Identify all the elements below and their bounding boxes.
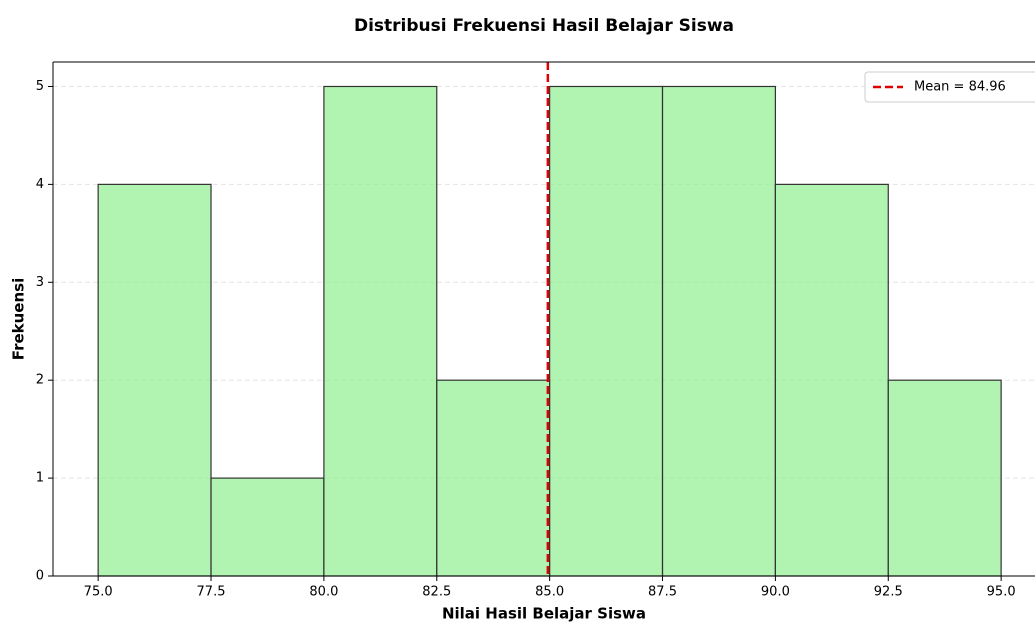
legend-box xyxy=(864,71,1035,103)
bar xyxy=(436,379,551,577)
y-tick-label: 2 xyxy=(36,373,44,388)
bar xyxy=(887,379,1002,577)
x-tick-label: 95.0 xyxy=(987,585,1016,600)
chart-title: Distribusi Frekuensi Hasil Belajar Siswa xyxy=(354,16,734,36)
y-axis-label: Frekuensi xyxy=(10,278,28,360)
x-tick-label: 87.5 xyxy=(648,585,677,600)
bar xyxy=(323,85,438,577)
bar xyxy=(210,477,325,577)
y-tick-label: 5 xyxy=(36,79,44,94)
x-tick-label: 92.5 xyxy=(874,585,903,600)
x-tick-label: 80.0 xyxy=(309,585,338,600)
bar xyxy=(97,183,212,577)
y-tick-label: 3 xyxy=(36,275,44,290)
bar xyxy=(774,183,889,577)
x-tick-label: 82.5 xyxy=(422,585,451,600)
x-tick-label: 85.0 xyxy=(535,585,564,600)
x-tick-label: 90.0 xyxy=(761,585,790,600)
x-tick-label: 77.5 xyxy=(197,585,226,600)
y-tick-label: 4 xyxy=(36,177,44,192)
bar xyxy=(661,85,776,577)
y-tick-label: 0 xyxy=(36,569,44,584)
legend-label: Mean = 84.96 xyxy=(914,80,1006,95)
y-tick-label: 1 xyxy=(36,471,44,486)
x-tick-label: 75.0 xyxy=(84,585,113,600)
bar xyxy=(549,85,664,577)
x-axis-label: Nilai Hasil Belajar Siswa xyxy=(442,605,646,623)
